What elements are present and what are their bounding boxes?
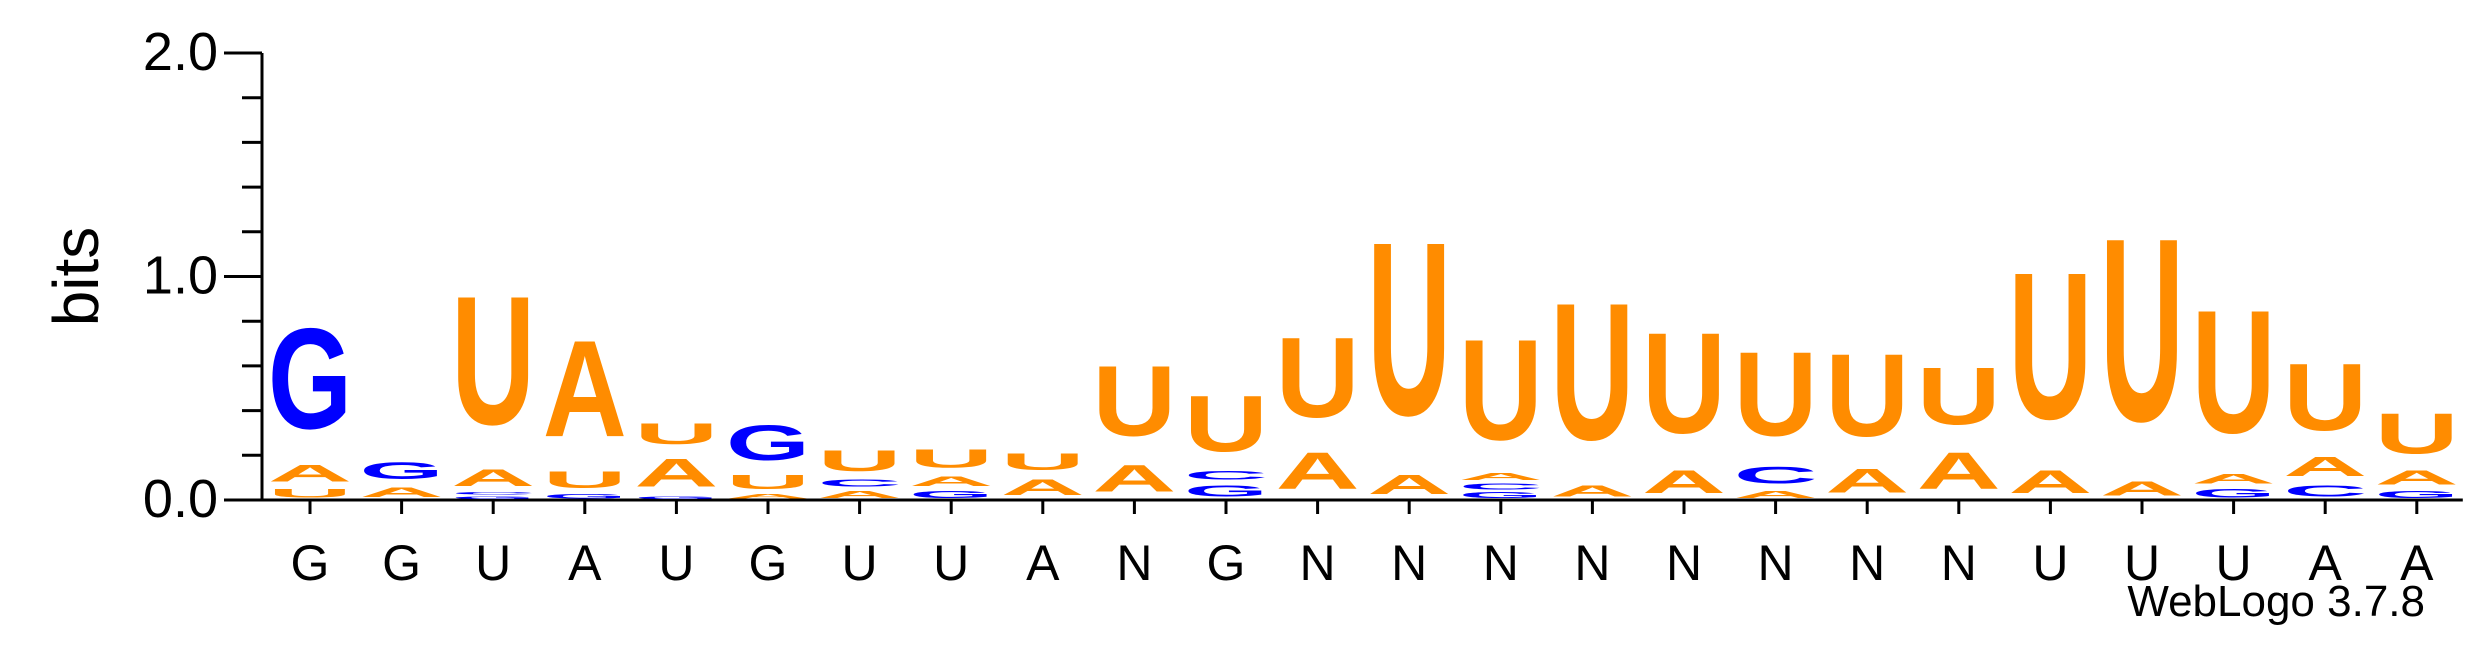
letter-A: A [1825,462,1909,500]
letter-U: U [726,471,810,493]
x-tick-label: N [1758,535,1794,591]
letter-A: A [818,489,902,500]
letter-A: A [2192,471,2276,487]
letter-U: U [1734,328,1818,462]
letter-C: C [2283,482,2367,500]
letter-A: A [1550,482,1634,500]
letter-U: U [268,487,352,500]
letter-G: G [360,457,444,484]
letter-A: A [1001,475,1085,500]
letter-U: U [451,258,535,463]
x-tick-label: U [842,535,878,591]
y-axis-label: bits [40,227,112,327]
letter-A: A [360,484,444,500]
y-tick-label: 0.0 [143,469,218,529]
letter-A: A [1092,458,1176,500]
x-tick-label: A [2309,535,2343,591]
letter-U: U [1092,345,1176,456]
letter-U: U [2375,402,2459,466]
letter-G: G [268,298,352,459]
x-tick-label: U [2216,535,2252,591]
letter-A: A [1276,442,1360,500]
letter-U: U [1001,448,1085,475]
y-tick-label: 1.0 [143,246,218,306]
letter-G: G [909,489,993,500]
letter-G: G [543,493,627,500]
letter-A: A [1459,471,1543,482]
letter-U: U [1459,310,1543,470]
letter-C: C [1734,462,1818,489]
letter-A: A [543,313,627,466]
x-tick-label: N [1483,535,1519,591]
letter-G: G [726,415,810,471]
letter-G: G [451,496,535,500]
letter-U: U [1367,190,1451,466]
letter-A: A [1642,465,1726,501]
letter-C: C [1184,469,1268,482]
letter-U: U [1825,329,1909,461]
letter-C: C [1459,482,1543,491]
x-tick-label: U [475,535,511,591]
letter-A: A [726,493,810,500]
letter-U: U [634,417,718,450]
letter-U: U [1184,380,1268,469]
x-tick-label: A [2400,535,2434,591]
x-tick-label: N [1849,535,1885,591]
x-tick-label: N [1666,535,1702,591]
x-tick-label: N [1574,535,1610,591]
letter-A: A [1734,489,1818,500]
x-tick-label: U [658,535,694,591]
letter-A: A [2008,465,2092,501]
letter-A: A [1917,442,2001,500]
x-tick-label: G [382,535,421,591]
x-tick-label: U [2032,535,2068,591]
x-tick-label: N [1300,535,1336,591]
letter-U: U [1642,303,1726,463]
letter-G: G [634,496,718,500]
x-tick-label: G [749,535,788,591]
y-tick-label: 2.0 [143,22,218,82]
letter-U: U [909,444,993,473]
letter-U: U [1917,351,2001,442]
letter-A: A [451,464,535,491]
weblogo-credit: WebLogo 3.7.8 [2127,577,2425,626]
x-tick-label: G [1207,535,1246,591]
letter-U: U [2192,273,2276,470]
letter-A: A [634,451,718,496]
letter-U: U [543,466,627,493]
letter-U: U [2100,184,2184,476]
letter-C: C [818,478,902,489]
letter-G: G [2192,487,2276,500]
letter-U: U [2283,343,2367,450]
letter-U: U [1550,263,1634,482]
x-tick-label: N [1116,535,1152,591]
letter-C: C [451,491,535,495]
x-tick-label: G [291,535,330,591]
letter-U: U [2008,229,2092,463]
y-axis: 0.0 1.0 2.0 bits [40,22,264,529]
letter-U: U [818,444,902,477]
letter-A: A [2100,477,2184,499]
letter-A: A [2283,451,2367,482]
letter-A: A [2375,466,2459,488]
x-tick-label: U [2124,535,2160,591]
letter-A: A [268,460,352,487]
letter-A: A [1367,468,1451,499]
letter-U: U [1276,315,1360,442]
x-tick-label: N [1941,535,1977,591]
letter-G: G [1459,491,1543,500]
x-tick-label: N [1391,535,1427,591]
x-tick-label: U [933,535,969,591]
letter-A: A [909,473,993,489]
letter-G: G [1184,482,1268,500]
x-tick-label: A [1026,535,1060,591]
letter-G: G [2375,489,2459,500]
x-tick-label: A [568,535,602,591]
